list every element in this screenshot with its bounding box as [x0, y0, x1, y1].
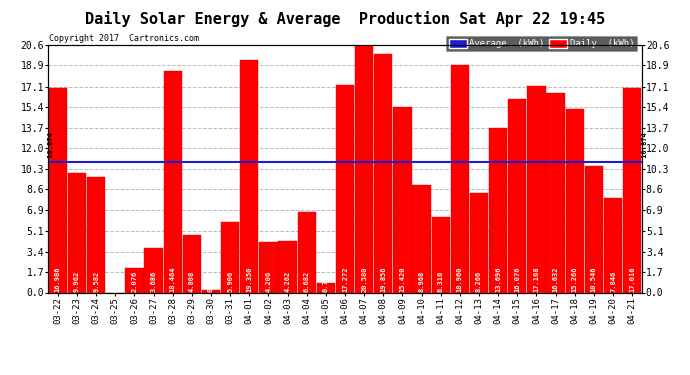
Text: 4.262: 4.262 [284, 271, 290, 292]
Text: 17.016: 17.016 [629, 266, 635, 292]
Text: 16.986: 16.986 [55, 266, 61, 292]
Bar [451, 65, 469, 292]
Bar [566, 109, 584, 292]
Text: 4.206: 4.206 [266, 271, 271, 292]
Bar [393, 107, 411, 292]
Text: 17.272: 17.272 [342, 266, 348, 292]
Bar [202, 290, 220, 292]
Bar [259, 242, 277, 292]
Text: 18.464: 18.464 [170, 266, 176, 292]
Text: 0.792: 0.792 [323, 271, 329, 292]
Text: 15.420: 15.420 [400, 266, 406, 292]
Legend: Average  (kWh), Daily  (kWh): Average (kWh), Daily (kWh) [446, 36, 637, 51]
Bar [604, 198, 622, 292]
Text: 5.906: 5.906 [227, 271, 233, 292]
Text: 6.316: 6.316 [437, 271, 444, 292]
Bar [68, 173, 86, 292]
Bar [432, 217, 450, 292]
Bar [374, 54, 393, 292]
Text: 10.546: 10.546 [591, 266, 597, 292]
Text: 9.962: 9.962 [74, 271, 80, 292]
Text: 7.846: 7.846 [610, 271, 616, 292]
Bar [509, 99, 526, 292]
Text: 2.076: 2.076 [131, 271, 137, 292]
Bar [355, 45, 373, 292]
Bar [183, 235, 201, 292]
Text: 16.076: 16.076 [514, 266, 520, 292]
Text: 4.808: 4.808 [189, 271, 195, 292]
Text: 9.582: 9.582 [93, 271, 99, 292]
Text: 17.168: 17.168 [533, 266, 540, 292]
Text: 15.266: 15.266 [572, 266, 578, 292]
Text: 20.580: 20.580 [361, 266, 367, 292]
Bar [221, 222, 239, 292]
Text: 13.696: 13.696 [495, 266, 501, 292]
Text: 8.968: 8.968 [419, 271, 424, 292]
Bar [87, 177, 106, 292]
Text: 8.266: 8.266 [476, 271, 482, 292]
Bar [413, 185, 431, 292]
Text: 0.000: 0.000 [112, 271, 118, 292]
Bar [144, 248, 163, 292]
Bar [489, 128, 507, 292]
Text: 6.682: 6.682 [304, 271, 310, 292]
Bar [336, 85, 354, 292]
Bar [546, 93, 564, 292]
Text: 10.874: 10.874 [642, 132, 648, 162]
Bar [126, 267, 144, 292]
Bar [623, 88, 641, 292]
Text: 0.192: 0.192 [208, 271, 214, 292]
Text: 19.856: 19.856 [380, 266, 386, 292]
Text: Copyright 2017  Cartronics.com: Copyright 2017 Cartronics.com [50, 34, 199, 43]
Bar [470, 193, 488, 292]
Text: 18.960: 18.960 [457, 266, 463, 292]
Bar [279, 241, 297, 292]
Text: 16.632: 16.632 [553, 266, 559, 292]
Text: 3.686: 3.686 [150, 271, 157, 292]
Bar [164, 70, 182, 292]
Bar [297, 212, 316, 292]
Bar [49, 88, 67, 292]
Text: 19.350: 19.350 [246, 266, 253, 292]
Bar [240, 60, 258, 292]
Bar [584, 166, 603, 292]
Bar [527, 86, 546, 292]
Text: 10.874: 10.874 [48, 132, 55, 162]
Text: Daily Solar Energy & Average  Production Sat Apr 22 19:45: Daily Solar Energy & Average Production … [85, 11, 605, 27]
Bar [317, 283, 335, 292]
